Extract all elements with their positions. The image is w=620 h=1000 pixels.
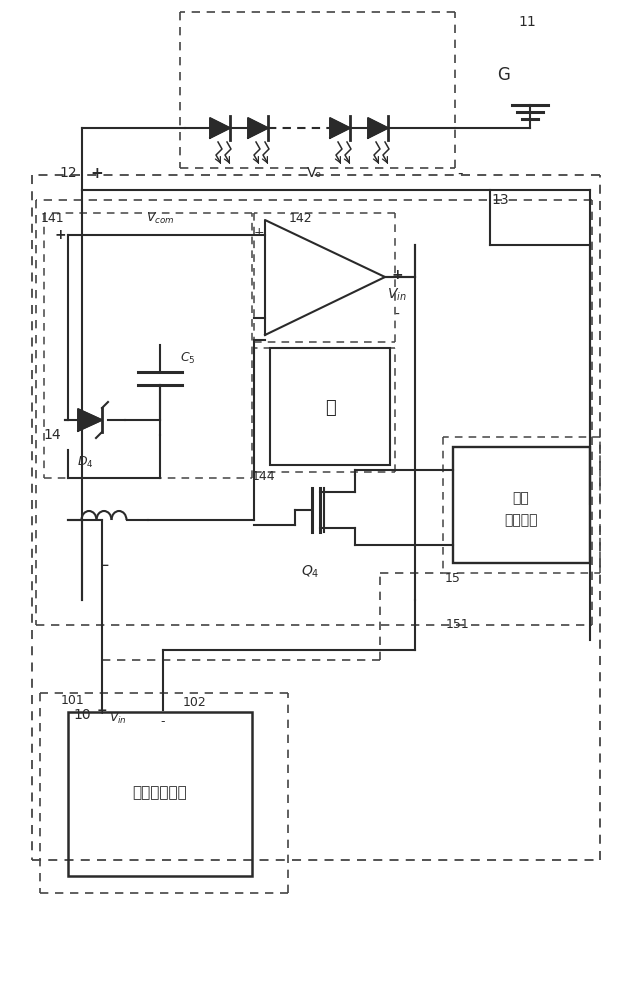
- Polygon shape: [330, 118, 350, 138]
- Text: +: +: [91, 165, 104, 180]
- Text: 151: 151: [446, 617, 470, 631]
- Text: $V_{in}$: $V_{in}$: [387, 287, 407, 303]
- Polygon shape: [78, 409, 102, 431]
- Text: 144: 144: [251, 470, 275, 483]
- Text: +: +: [97, 704, 107, 718]
- Text: $V_{com}$: $V_{com}$: [146, 210, 174, 226]
- Text: 一: 一: [325, 399, 335, 417]
- Text: 集成电路: 集成电路: [504, 513, 538, 527]
- Text: $D_4$: $D_4$: [77, 454, 93, 470]
- Text: -: -: [458, 165, 463, 180]
- Text: 12: 12: [59, 166, 77, 180]
- Text: -: -: [161, 716, 166, 728]
- Text: $C_5$: $C_5$: [180, 350, 196, 366]
- Polygon shape: [248, 118, 268, 138]
- Text: -: -: [394, 308, 399, 322]
- Text: 15: 15: [445, 572, 461, 584]
- Text: 10: 10: [73, 708, 91, 722]
- Text: 电源供给装置: 电源供给装置: [133, 786, 187, 800]
- Text: L: L: [100, 554, 108, 570]
- Text: 14: 14: [43, 428, 61, 442]
- Text: $Q_4$: $Q_4$: [301, 564, 319, 580]
- Text: 141: 141: [40, 212, 64, 225]
- Polygon shape: [368, 118, 388, 138]
- Text: -: -: [257, 312, 261, 324]
- Text: 101: 101: [61, 694, 85, 706]
- Text: 142: 142: [288, 212, 312, 225]
- Text: +: +: [391, 268, 403, 282]
- Text: G: G: [498, 66, 510, 84]
- Text: 11: 11: [518, 15, 536, 29]
- Text: 102: 102: [183, 696, 207, 710]
- Text: 控制: 控制: [513, 491, 529, 505]
- Polygon shape: [210, 118, 230, 138]
- Text: Vₒ: Vₒ: [308, 166, 322, 180]
- Text: +: +: [54, 228, 66, 242]
- Text: 13: 13: [491, 193, 509, 207]
- Text: $V_{in}$: $V_{in}$: [109, 710, 127, 726]
- Text: +: +: [254, 226, 264, 238]
